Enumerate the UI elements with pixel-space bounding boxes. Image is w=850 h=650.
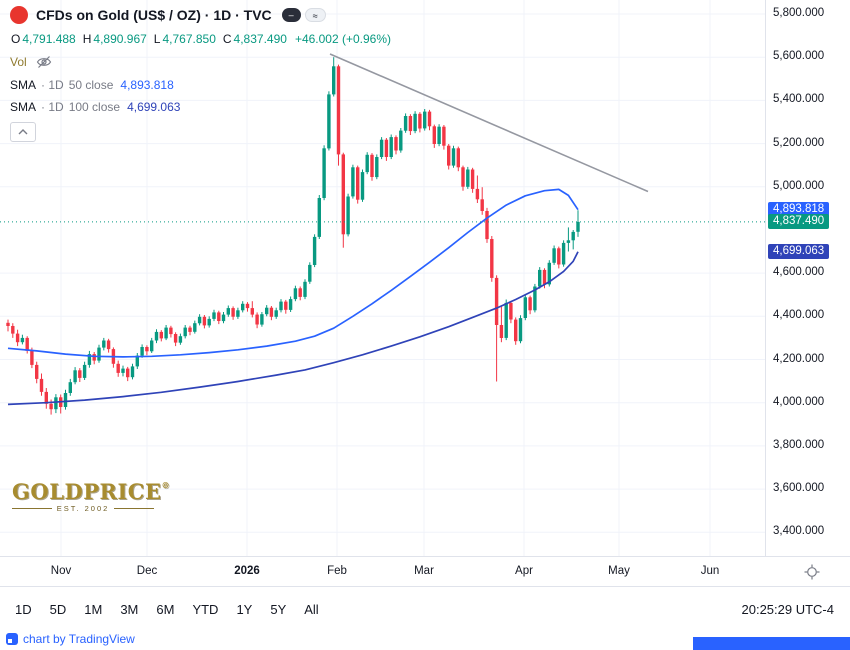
sma100-params: 100 close — [68, 100, 121, 114]
time-axis-label: Feb — [327, 565, 347, 577]
trendline[interactable] — [329, 53, 649, 193]
open-label: O — [11, 32, 21, 46]
sma50-value: 4,893.818 — [120, 78, 174, 92]
time-axis-label: Nov — [50, 565, 72, 577]
range-button-all[interactable]: All — [295, 597, 327, 622]
volume-row: Vol — [10, 54, 391, 70]
chevron-up-icon — [17, 123, 29, 141]
high-label: H — [82, 32, 92, 46]
time-axis-label: Mar — [414, 565, 434, 577]
attribution-text: chart by TradingView — [23, 632, 135, 646]
close-value: 4,837.490 — [233, 32, 287, 46]
range-button-1d[interactable]: 1D — [6, 597, 41, 622]
price-tick-label: 4,600.000 — [773, 266, 825, 279]
wave-icon[interactable]: ≈ — [304, 8, 326, 22]
sma50-label: SMA — [10, 78, 37, 92]
change-value: +46.002 (+0.96%) — [294, 32, 392, 46]
sma100-row[interactable]: SMA · 1D 100 close 4,699.063 — [10, 100, 391, 114]
time-axis-label: 2026 — [234, 565, 260, 577]
collapse-legend-button[interactable] — [10, 122, 36, 142]
sma100-interval: · 1D — [41, 100, 64, 114]
volume-label[interactable]: Vol — [10, 55, 27, 69]
sma-100-line[interactable] — [7, 251, 579, 406]
time-axis-label: May — [608, 565, 630, 577]
legend: CFDs on Gold (US$ / OZ) · 1D · TVC – ≈ O… — [10, 6, 391, 142]
low-value: 4,767.850 — [162, 32, 216, 46]
range-toolbar: 1D 5D 1M 3M 6M YTD 1Y 5Y All — [6, 597, 328, 622]
range-button-3m[interactable]: 3M — [111, 597, 147, 622]
range-button-ytd[interactable]: YTD — [183, 597, 227, 622]
low-label: L — [153, 32, 161, 46]
price-tick-label: 3,400.000 — [773, 525, 825, 538]
minimize-icon[interactable]: – — [281, 8, 301, 22]
price-tick-label: 4,400.000 — [773, 309, 825, 322]
high-value: 4,890.967 — [93, 32, 147, 46]
price-badge: 4,837.490 — [768, 213, 830, 229]
time-axis-row: Nov Dec 2026 Feb Mar Apr May Jun — [0, 556, 850, 587]
bottom-toolbar: 1D 5D 1M 3M 6M YTD 1Y 5Y All 20:25:29 UTC-4 — [0, 587, 850, 632]
ohlc-row: O 4,791.488 H 4,890.967 L 4,767.850 C 4,… — [10, 32, 391, 46]
tradingview-attribution-link[interactable]: chart by TradingView — [6, 632, 135, 646]
price-tick-label: 3,800.000 — [773, 438, 825, 451]
sma50-row[interactable]: SMA · 1D 50 close 4,893.818 — [10, 78, 391, 92]
goldprice-brand: GOLDPRICE® — [12, 479, 170, 504]
sma100-label: SMA — [10, 100, 37, 114]
symbol-logo-icon — [10, 6, 28, 24]
goldprice-logo: GOLDPRICE® EST. 2002 — [12, 479, 170, 513]
price-tick-label: 3,600.000 — [773, 482, 825, 495]
grid-layer — [0, 0, 765, 556]
footer-accent-bar — [693, 637, 850, 650]
eye-off-icon[interactable] — [36, 54, 52, 70]
range-button-1y[interactable]: 1Y — [227, 597, 261, 622]
time-axis-label: Jun — [700, 565, 720, 577]
range-button-5d[interactable]: 5D — [41, 597, 76, 622]
sma50-interval: · 1D — [41, 78, 64, 92]
close-label: C — [222, 32, 232, 46]
est-text: EST. 2002 — [56, 504, 110, 513]
clock[interactable]: 20:25:29 UTC-4 — [741, 602, 835, 617]
price-badge: 4,699.063 — [768, 243, 830, 259]
sma100-value: 4,699.063 — [127, 100, 181, 114]
price-tick-label: 5,800.000 — [773, 7, 825, 20]
open-value: 4,791.488 — [22, 32, 76, 46]
time-axis-label: Apr — [515, 565, 533, 577]
goldprice-est: EST. 2002 — [12, 504, 155, 513]
time-axis[interactable]: Nov Dec 2026 Feb Mar Apr May Jun — [0, 557, 765, 586]
footer: chart by TradingView — [0, 632, 850, 650]
price-badge: 4,893.818 — [768, 201, 830, 217]
range-button-6m[interactable]: 6M — [147, 597, 183, 622]
price-tick-label: 5,200.000 — [773, 136, 825, 149]
price-tick-label: 5,400.000 — [773, 93, 825, 106]
price-tick-label: 5,600.000 — [773, 50, 825, 63]
symbol-row: CFDs on Gold (US$ / OZ) · 1D · TVC – ≈ — [10, 6, 391, 24]
scroll-to-recent-icon[interactable] — [804, 564, 820, 585]
range-button-5y[interactable]: 5Y — [261, 597, 295, 622]
price-tick-label: 4,200.000 — [773, 352, 825, 365]
chart-canvas[interactable] — [0, 0, 765, 556]
registered-mark: ® — [161, 480, 170, 490]
price-tick-label: 4,000.000 — [773, 395, 825, 408]
time-axis-label: Dec — [136, 565, 158, 577]
sma-50-line[interactable] — [7, 188, 579, 358]
range-button-1m[interactable]: 1M — [75, 597, 111, 622]
tradingview-logo-icon — [6, 633, 18, 645]
price-axis[interactable]: 5,800.000 5,600.000 5,400.000 5,200.000 5,00… — [765, 0, 850, 556]
symbol-title[interactable]: CFDs on Gold (US$ / OZ) · 1D · TVC — [36, 7, 272, 23]
sma50-params: 50 close — [68, 78, 114, 92]
chart-region: 5,800.000 5,600.000 5,400.000 5,200.000 5,00… — [0, 0, 850, 556]
price-tick-label: 5,000.000 — [773, 179, 825, 192]
candles-layer — [6, 57, 580, 415]
